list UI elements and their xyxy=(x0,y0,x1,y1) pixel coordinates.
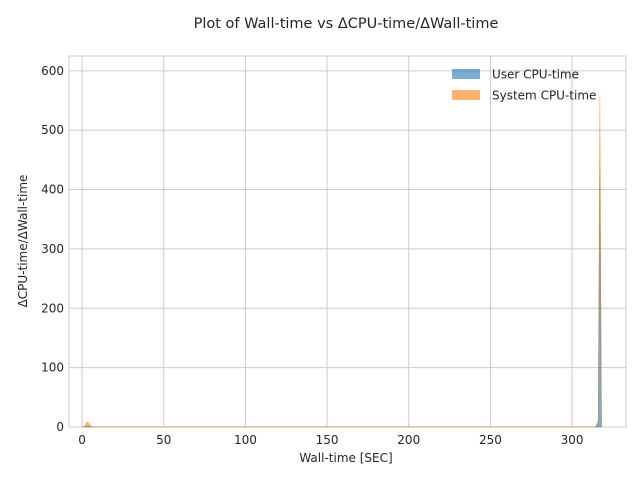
x-tick-label: 0 xyxy=(78,433,86,447)
legend-label: User CPU-time xyxy=(492,68,579,82)
y-tick-label: 400 xyxy=(41,183,64,197)
legend: User CPU-time System CPU-time xyxy=(452,68,596,103)
series-areas xyxy=(81,94,602,428)
y-tick-label: 300 xyxy=(41,242,64,256)
y-tick-label: 600 xyxy=(41,64,64,78)
legend-swatch xyxy=(452,90,480,100)
x-tick-label: 300 xyxy=(561,433,584,447)
y-axis-label: ΔCPU-time/ΔWall-time xyxy=(16,175,30,308)
y-tick-label: 500 xyxy=(41,123,64,137)
legend-label: System CPU-time xyxy=(492,89,596,103)
plot-frame xyxy=(68,55,627,428)
plot-area xyxy=(68,55,627,428)
x-axis-label: Wall-time [SEC] xyxy=(299,451,392,465)
y-tick-label: 100 xyxy=(41,361,64,375)
x-tick-label: 250 xyxy=(479,433,502,447)
y-tick-label: 200 xyxy=(41,301,64,315)
x-tick-label: 200 xyxy=(397,433,420,447)
y-axis-ticks: 0 100 200 300 400 500 600 xyxy=(41,64,64,434)
y-tick-label: 0 xyxy=(56,420,64,434)
x-axis-ticks: 0 50 100 150 200 250 300 xyxy=(78,433,583,447)
x-tick-label: 150 xyxy=(316,433,339,447)
legend-swatch xyxy=(452,69,480,79)
area-series-2 xyxy=(81,94,602,428)
x-tick-label: 50 xyxy=(156,433,171,447)
chart-title: Plot of Wall-time vs ΔCPU-time/ΔWall-tim… xyxy=(194,16,499,32)
x-tick-label: 100 xyxy=(234,433,257,447)
